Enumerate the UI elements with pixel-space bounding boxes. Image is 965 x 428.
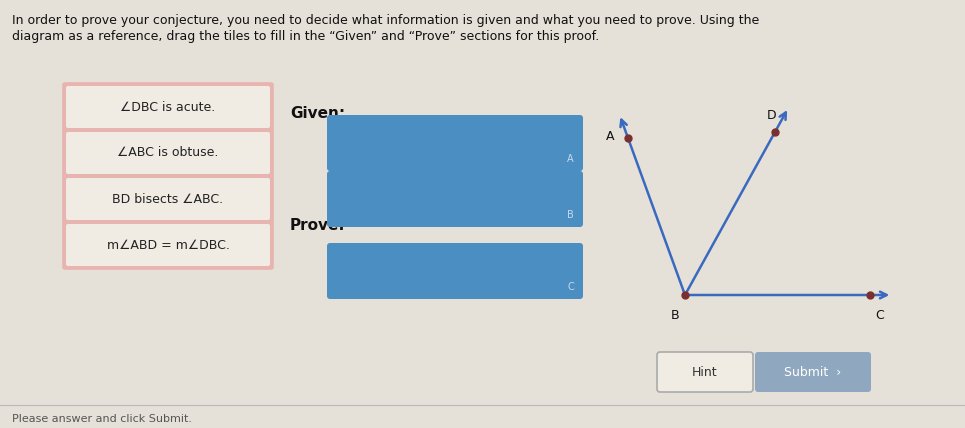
- FancyBboxPatch shape: [63, 129, 273, 177]
- FancyBboxPatch shape: [66, 178, 270, 220]
- Text: BD bisects ∠ABC.: BD bisects ∠ABC.: [113, 193, 224, 205]
- FancyBboxPatch shape: [66, 224, 270, 266]
- Text: A: A: [567, 154, 574, 164]
- Text: ∠DBC is acute.: ∠DBC is acute.: [121, 101, 215, 113]
- Text: A: A: [605, 130, 614, 143]
- Text: In order to prove your conjecture, you need to decide what information is given : In order to prove your conjecture, you n…: [12, 14, 759, 27]
- Text: Submit  ›: Submit ›: [785, 366, 841, 378]
- FancyBboxPatch shape: [755, 352, 871, 392]
- Text: B: B: [567, 210, 574, 220]
- FancyBboxPatch shape: [63, 221, 273, 269]
- FancyBboxPatch shape: [66, 86, 270, 128]
- FancyBboxPatch shape: [327, 171, 583, 227]
- Text: D: D: [767, 109, 777, 122]
- Text: C: C: [875, 309, 884, 322]
- FancyBboxPatch shape: [657, 352, 753, 392]
- Text: ∠ABC is obtuse.: ∠ABC is obtuse.: [118, 146, 219, 160]
- FancyBboxPatch shape: [63, 175, 273, 223]
- Text: diagram as a reference, drag the tiles to fill in the “Given” and “Prove” sectio: diagram as a reference, drag the tiles t…: [12, 30, 599, 43]
- FancyBboxPatch shape: [63, 83, 273, 131]
- FancyBboxPatch shape: [327, 243, 583, 299]
- Text: Prove:: Prove:: [290, 218, 345, 233]
- Text: m∠ABD = m∠DBC.: m∠ABD = m∠DBC.: [106, 238, 230, 252]
- FancyBboxPatch shape: [327, 115, 583, 171]
- Text: Please answer and click Submit.: Please answer and click Submit.: [12, 414, 192, 424]
- Text: C: C: [567, 282, 574, 292]
- FancyBboxPatch shape: [66, 132, 270, 174]
- Text: B: B: [671, 309, 679, 322]
- Text: Given:: Given:: [290, 106, 345, 121]
- Text: Hint: Hint: [692, 366, 718, 378]
